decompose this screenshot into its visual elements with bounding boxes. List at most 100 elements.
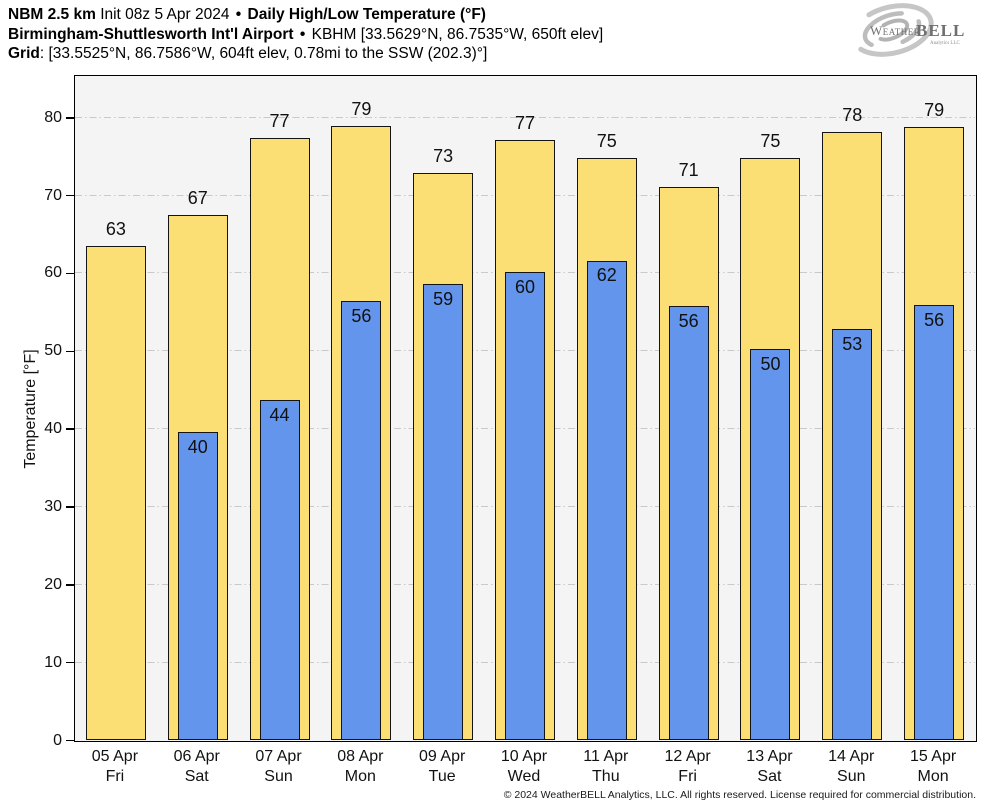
high-value-label: 77 [514,112,535,133]
x-tick-date: 08 Apr [337,748,384,765]
x-tick-label: 10 Apr Wed [483,747,565,787]
x-tick-label: 15 Apr Mon [892,747,974,787]
high-value-label: 67 [187,188,208,209]
y-tick-label-70: 70 [44,186,62,204]
y-tick-mark-60 [66,272,74,275]
product-title: Daily High/Low Temperature (°F) [247,6,486,23]
gridline-80f [75,116,975,118]
station-name: Birmingham-Shuttlesworth Int'l Airport [8,25,294,43]
high-value-label: 73 [433,145,454,166]
y-tick-mark-40 [66,428,74,430]
plot-area: 63 67 40 77 44 79 56 73 59 77 60 75 62 71 56 75 50 78 53 79… [74,75,977,742]
low-value-label: 44 [269,404,290,425]
low-value-label: 60 [514,277,536,298]
station-detail: KBHM [33.5629°N, 86.7535°W, 650ft elev] [311,25,604,43]
logo-brand-weather: Weather [870,23,920,38]
low-value-label: 59 [433,288,454,309]
low-value-label: 50 [760,354,781,375]
low-value-label: 56 [678,310,699,331]
low-value-label: 40 [187,436,208,457]
high-value-label: 63 [105,218,126,239]
high-value-label: 78 [842,105,863,126]
y-tick-label-40: 40 [44,420,62,438]
header-line-3: Grid: [33.5525°N, 86.7586°W, 604ft elev,… [8,44,603,64]
low-value-label: 56 [351,305,372,326]
low-bar [750,349,791,740]
y-tick-label-10: 10 [44,653,62,671]
low-bar [586,260,627,740]
y-tick-label-30: 30 [44,497,62,515]
low-bar [259,399,300,740]
low-value-label: 56 [924,309,945,330]
x-tick-date: 12 Apr [664,748,711,765]
y-tick-mark-80 [66,117,74,119]
x-tick-label: 13 Apr Sat [729,747,811,787]
y-tick-label-50: 50 [44,342,62,360]
y-tick-mark-20 [66,584,74,586]
x-tick-date: 06 Apr [173,748,220,765]
high-value-label: 77 [269,111,290,132]
y-tick-mark-50 [66,350,74,353]
low-bar [914,304,955,740]
x-tick-day: Mon [344,768,376,785]
high-value-label: 79 [924,99,945,120]
x-tick-day: Sat [757,768,782,785]
low-bar [505,272,545,740]
x-tick-day: Thu [592,768,620,785]
low-value-label: 62 [596,265,617,286]
x-tick-label: 07 Apr Sun [238,747,320,787]
low-bar [668,305,709,740]
x-tick-day: Tue [428,768,456,785]
copyright-footer: © 2024 WeatherBELL Analytics, LLC. All r… [503,789,976,801]
high-value-label: 75 [596,130,617,151]
high-bar [85,245,146,740]
y-tick-label-20: 20 [44,575,62,593]
low-bar [177,431,218,740]
bullet-separator: • [299,25,306,43]
x-tick-day: Sun [264,768,293,785]
plot-area-inner: 63 67 40 77 44 79 56 73 59 77 60 75 62 71 56 75 50 78 53 79… [75,76,975,740]
low-value-label: 53 [842,333,863,354]
x-tick-date: 14 Apr [828,748,875,765]
x-tick-date: 07 Apr [255,748,302,765]
x-tick-label: 08 Apr Mon [319,747,401,787]
x-tick-date: 10 Apr [500,748,548,765]
x-tick-date: 15 Apr [909,748,957,765]
x-tick-date: 11 Apr [583,748,629,765]
chart-header: NBM 2.5 km Init 08z 5 Apr 2024 • Daily H… [8,5,603,64]
x-tick-day: Sat [184,768,209,785]
grid-label: Grid [8,45,40,62]
low-bar [341,300,382,740]
y-tick-mark-10 [66,661,74,664]
x-tick-day: Fri [105,768,125,785]
y-tick-mark-70 [66,194,74,197]
x-tick-label: 11 Apr Thu [565,747,647,787]
grid-detail: : [33.5525°N, 86.7586°W, 604ft elev, 0.7… [39,45,488,62]
logo-subtext: Analytics LLC [930,41,961,46]
x-tick-day: Wed [507,768,541,785]
weatherbell-logo: Weather BELL Analytics LLC [850,3,965,57]
high-value-label: 71 [678,160,699,181]
x-tick-day: Mon [917,768,949,785]
y-tick-label-0: 0 [53,731,62,749]
y-tick-mark-30 [66,506,74,508]
hurricane-swirl-icon [850,3,934,57]
x-tick-label: 09 Apr Tue [401,747,483,787]
logo-brand-bell: BELL [916,21,965,40]
x-tick-day: Fri [678,768,697,785]
x-tick-label: 06 Apr Sat [156,747,238,787]
x-tick-date: 13 Apr [746,748,793,765]
x-tick-label: 05 Apr Fri [74,747,156,787]
high-value-label: 75 [760,130,781,151]
x-tick-date: 09 Apr [419,748,466,765]
x-axis: 05 Apr Fri 06 Apr Sat 07 Apr Sun 08 Apr Mon 09 A… [74,747,977,789]
init-time: Init 08z 5 Apr 2024 [100,6,230,23]
header-line-2: Birmingham-Shuttlesworth Int'l Airport •… [8,25,603,45]
y-tick-label-60: 60 [44,264,62,282]
bullet-separator: • [235,6,242,23]
y-tick-mark-0 [66,739,74,742]
y-axis-title: Temperature [°F] [22,349,39,469]
x-tick-label: 12 Apr Fri [647,747,729,787]
x-tick-day: Sun [837,768,866,785]
x-tick-label: 14 Apr Sun [810,747,892,787]
